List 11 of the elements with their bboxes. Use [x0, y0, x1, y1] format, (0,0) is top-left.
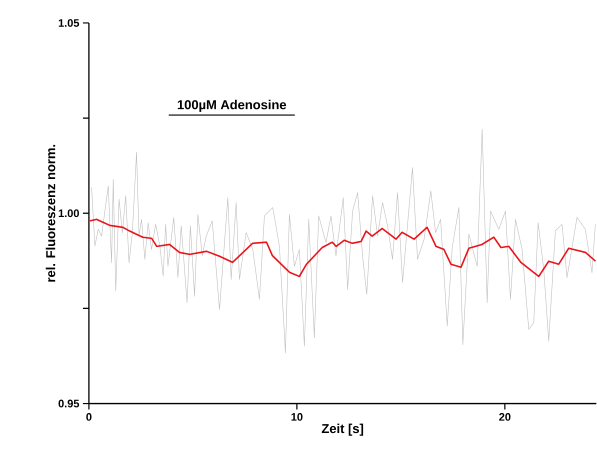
x-tick-label: 10: [291, 412, 303, 421]
line-series: [89, 218, 596, 277]
annotation: 100µM Adenosine: [178, 100, 286, 112]
x-tick-label: 20: [499, 412, 510, 421]
y-axis-title: rel. Fluoreszenz norm.: [46, 144, 56, 282]
y-tick-label: 0.95: [58, 399, 80, 408]
x-axis-title: Zeit [s]: [322, 423, 364, 436]
line-series: [91, 128, 596, 353]
x-tick-label: 0: [86, 412, 92, 421]
y-tick-label: 1.05: [58, 18, 80, 27]
y-tick-label: 1.00: [58, 209, 79, 217]
